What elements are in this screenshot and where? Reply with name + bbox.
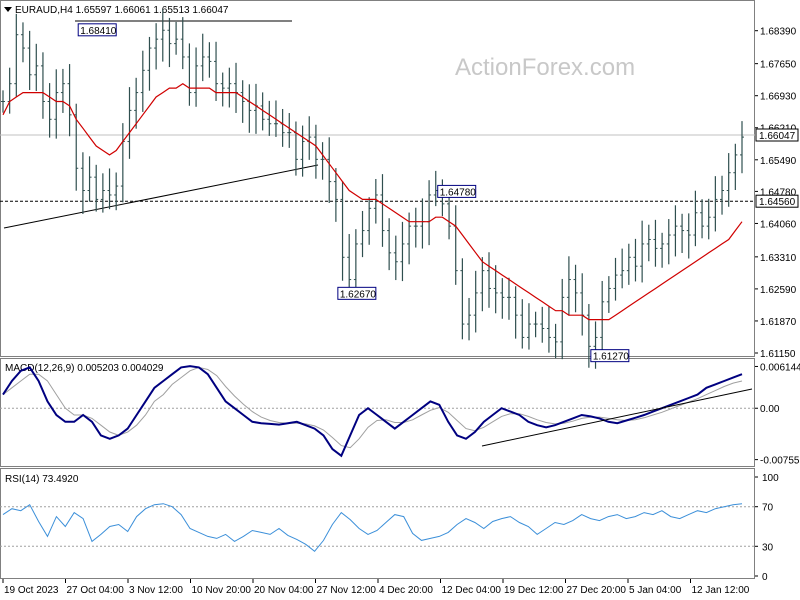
xtick-label: 19 Dec 12:00 xyxy=(504,585,564,596)
rsi-line xyxy=(2,503,743,552)
macd-ytick-label: 0.006144 xyxy=(760,362,800,373)
price-ytick-label: 1.62590 xyxy=(760,285,797,296)
xtick-label: 3 Nov 12:00 xyxy=(129,585,183,596)
macd-signal-line xyxy=(2,366,743,449)
price-annotation-label: 1.64780 xyxy=(440,187,477,198)
xtick-label: 27 Dec 20:00 xyxy=(567,585,627,596)
watermark: ActionForex.com xyxy=(455,54,635,81)
price-header: EURAUD,H4 1.65597 1.66061 1.65513 1.6604… xyxy=(15,5,229,16)
price-ytick-label: 1.65490 xyxy=(760,156,797,167)
price-annotation-box xyxy=(77,23,117,37)
price-panel-frame xyxy=(0,0,755,357)
rsi-ytick-label: 70 xyxy=(762,503,774,514)
price-ytick-label: 1.63310 xyxy=(760,253,797,264)
rsi-ytick-label: 0 xyxy=(762,572,768,583)
macd-trendline xyxy=(481,388,753,447)
macd-ytick-label: -0.007555 xyxy=(760,456,800,467)
macd-panel-frame xyxy=(0,358,755,467)
xtick-label: 4 Dec 20:00 xyxy=(379,585,433,596)
price-annotation-label: 1.62670 xyxy=(340,289,377,300)
rsi-header: RSI(14) 73.4920 xyxy=(5,474,79,485)
price-annotation-box xyxy=(590,349,630,363)
rsi-layer xyxy=(0,503,755,552)
macd-header: MACD(12,26,9) 0.005203 0.004029 xyxy=(5,363,164,374)
price-layer: 1.68410 1.62670 1.64780 1.61270 xyxy=(0,9,755,369)
rsi-panel-frame xyxy=(0,468,755,579)
last-price-box xyxy=(755,128,799,142)
hline-price-box xyxy=(755,194,799,208)
xtick-label: 5 Jan 04:00 xyxy=(629,585,682,596)
xtick-label: 27 Oct 04:00 xyxy=(67,585,125,596)
hline-price-label: 1.64560 xyxy=(759,197,796,208)
xtick-label: 20 Nov 04:00 xyxy=(254,585,314,596)
price-annotation-label: 1.61270 xyxy=(593,352,630,363)
price-ytick-label: 1.64060 xyxy=(760,219,797,230)
rsi-ytick-label: 100 xyxy=(762,473,779,484)
macd-line xyxy=(2,365,743,458)
moving-average-line xyxy=(2,82,743,321)
last-price-label: 1.66047 xyxy=(759,131,796,142)
price-ytick-label: 1.61150 xyxy=(760,349,796,360)
price-ytick-label: 1.68390 xyxy=(760,27,797,38)
price-annotation-label: 1.68410 xyxy=(80,26,117,37)
macd-ytick-label: 0.00 xyxy=(760,404,780,415)
xtick-label: 19 Oct 2023 xyxy=(4,585,59,596)
price-ytick-label: 1.61870 xyxy=(760,317,797,328)
price-ytick-label: 1.64780 xyxy=(760,187,797,198)
axis-layer: 1.683901.676501.669301.662101.654901.647… xyxy=(2,27,800,596)
rsi-ytick-label: 30 xyxy=(762,542,774,553)
xtick-label: 12 Jan 12:00 xyxy=(692,585,750,596)
price-ytick-label: 1.67650 xyxy=(760,60,797,71)
macd-layer xyxy=(0,365,755,458)
header-triangle-icon xyxy=(4,7,12,12)
price-ytick-label: 1.66930 xyxy=(760,92,797,103)
xtick-label: 10 Nov 20:00 xyxy=(192,585,252,596)
xtick-label: 27 Nov 12:00 xyxy=(317,585,377,596)
price-annotation-box xyxy=(337,286,377,300)
xtick-label: 12 Dec 04:00 xyxy=(442,585,502,596)
trendline-1 xyxy=(3,164,319,229)
price-annotation-box xyxy=(437,184,477,198)
